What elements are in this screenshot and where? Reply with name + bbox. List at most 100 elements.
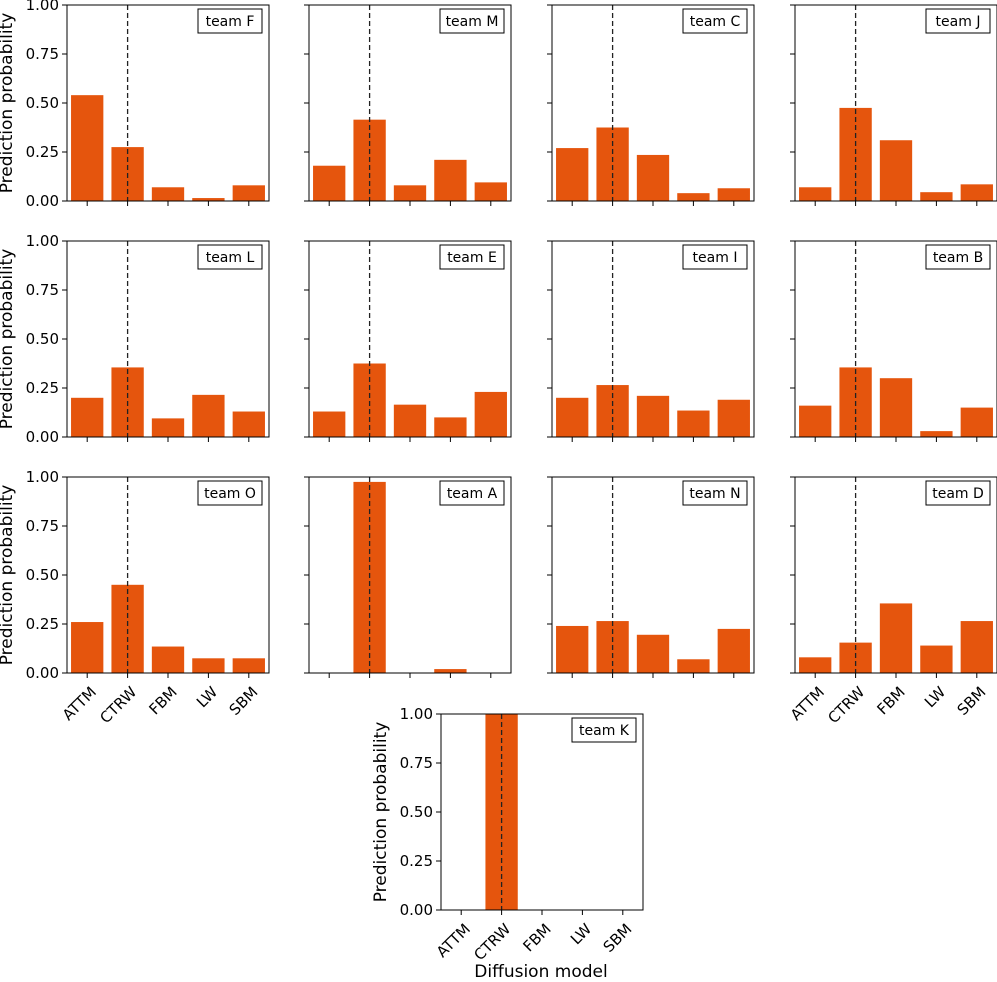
bar-sbm: [474, 182, 507, 201]
bar-lw: [192, 658, 225, 673]
team-label: team C: [690, 14, 741, 30]
bar-fbm: [879, 140, 913, 201]
team-label-box: [925, 8, 991, 34]
bar-sbm: [232, 411, 265, 437]
bar-fbm: [636, 154, 670, 201]
team-label-box: [197, 244, 263, 270]
bar-lw: [192, 394, 225, 437]
bar-attm: [799, 187, 832, 201]
subplot-team-b: team B: [790, 240, 997, 442]
team-label-box: [682, 244, 748, 270]
bar-attm: [556, 397, 589, 437]
y-tick-label: 0.75: [26, 517, 59, 535]
y-tick-label: 0.25: [26, 143, 59, 161]
bar-fbm: [879, 603, 913, 673]
bar-attm: [71, 397, 104, 437]
y-tick-label: 0.50: [400, 803, 433, 821]
bar-sbm: [717, 399, 750, 437]
bar-lw: [920, 192, 953, 201]
team-label-box: [439, 8, 505, 34]
y-tick-label: 0.25: [400, 852, 433, 870]
subplot-team-a: team A: [304, 476, 512, 678]
bar-attm: [556, 148, 589, 201]
subplot-team-n: team N: [547, 476, 755, 678]
bar-fbm: [151, 418, 185, 437]
x-tick-label: ATTM: [59, 683, 100, 724]
y-axis-label: Prediction probability: [0, 485, 17, 666]
y-tick-label: 0.25: [26, 615, 59, 633]
bar-attm: [799, 405, 832, 437]
bar-fbm: [879, 378, 913, 437]
bar-sbm: [960, 184, 993, 201]
axes-frame: [308, 476, 512, 674]
y-tick-label: 0.50: [26, 330, 59, 348]
team-label: team D: [932, 486, 984, 502]
team-label-box: [439, 244, 505, 270]
bar-attm: [71, 95, 104, 201]
y-tick-label: 0.00: [26, 664, 59, 682]
team-label: team A: [447, 486, 498, 502]
subplot-team-m: team M: [304, 4, 512, 206]
x-tick-label: CTRW: [824, 683, 868, 727]
bar-attm: [556, 625, 589, 673]
team-label: team L: [206, 250, 255, 266]
bar-fbm: [151, 646, 185, 673]
x-tick-label: FBM: [873, 683, 908, 718]
bar-sbm: [960, 621, 993, 673]
y-tick-label: 0.00: [26, 428, 59, 446]
bar-attm: [313, 411, 346, 437]
x-tick-label: ATTM: [787, 683, 828, 724]
x-tick-label: LW: [567, 920, 595, 948]
x-tick-label: LW: [193, 683, 221, 711]
bar-lw: [677, 659, 710, 673]
x-tick-label: FBM: [519, 920, 554, 955]
team-label-box: [571, 717, 637, 743]
team-label: team F: [206, 14, 255, 30]
subplot-team-j: team J: [790, 4, 997, 206]
bar-fbm: [636, 634, 670, 673]
team-label-box: [682, 8, 748, 34]
y-tick-label: 0.75: [26, 45, 59, 63]
x-tick-label: CTRW: [96, 683, 140, 727]
team-label-box: [682, 480, 748, 506]
bar-lw: [920, 431, 953, 437]
y-tick-label: 0.25: [26, 379, 59, 397]
bar-fbm: [393, 185, 427, 201]
bar-sbm: [960, 407, 993, 437]
bar-lw: [192, 198, 225, 201]
team-label-box: [197, 8, 263, 34]
bar-sbm: [717, 188, 750, 201]
y-axis-label: Prediction probability: [0, 13, 17, 194]
bar-lw: [677, 410, 710, 437]
bar-fbm: [636, 395, 670, 437]
y-tick-label: 0.00: [26, 192, 59, 210]
bar-attm: [799, 657, 832, 673]
bar-sbm: [474, 391, 507, 437]
y-tick-label: 0.50: [26, 94, 59, 112]
y-tick-label: 1.00: [26, 232, 59, 250]
x-axis-label: Diffusion model: [474, 962, 607, 982]
y-tick-label: 1.00: [400, 705, 433, 723]
team-label: team O: [204, 486, 256, 502]
bar-lw: [434, 669, 467, 673]
bar-attm: [313, 165, 346, 201]
x-tick-label: FBM: [145, 683, 180, 718]
team-label: team N: [689, 486, 740, 502]
team-label: team J: [936, 14, 981, 30]
x-tick-label: LW: [921, 683, 949, 711]
bar-lw: [677, 193, 710, 201]
bar-lw: [434, 159, 467, 201]
team-label-box: [197, 480, 263, 506]
bar-sbm: [232, 185, 265, 201]
y-axis-label: Prediction probability: [371, 722, 391, 903]
axes-frame: [440, 713, 644, 911]
bar-fbm: [151, 187, 185, 201]
subplot-team-l: 0.00 0.25 0.50 0.75 1.00 Prediction probabili…: [0, 232, 270, 446]
y-axis-label: Prediction probability: [0, 249, 17, 430]
y-tick-label: 1.00: [26, 468, 59, 486]
team-label: team K: [579, 723, 630, 739]
